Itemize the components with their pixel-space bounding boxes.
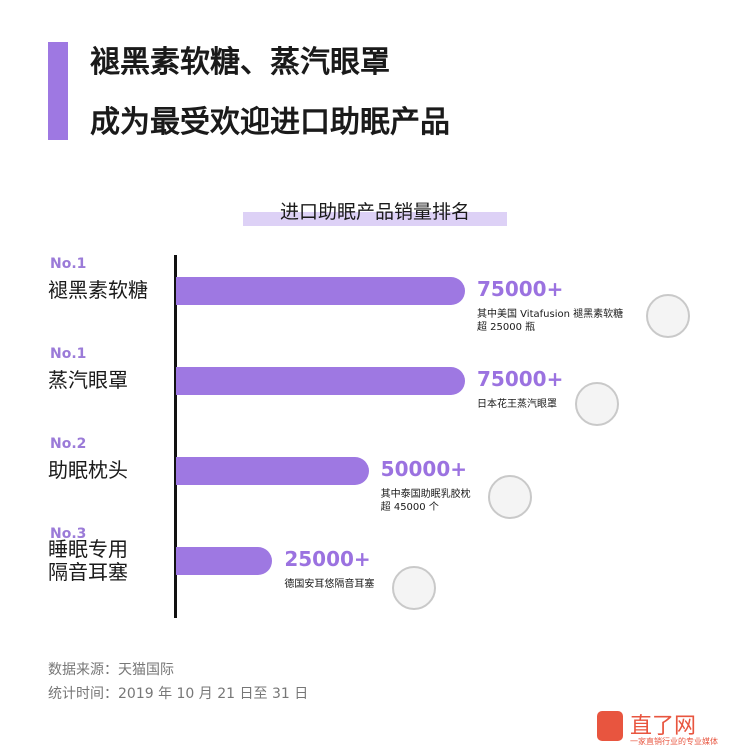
source: 数据来源：天猫国际 [48, 662, 174, 678]
bar [176, 277, 465, 305]
note: 德国安耳悠隔音耳塞 [284, 579, 375, 590]
category-label: 助眠枕头 [48, 458, 128, 482]
axis-line [174, 255, 177, 618]
bar [176, 547, 273, 575]
period: 统计时间：2019 年 10 月 21 日至 31 日 [48, 686, 309, 702]
bar [176, 367, 465, 395]
product-icon [392, 566, 437, 610]
note: 其中泰国助眠乳胶枕 超 45000 个 [380, 489, 471, 513]
rank: No.2 [50, 436, 87, 452]
chart-title: 进口助眠产品销量排名 [279, 201, 470, 223]
value-label: 75000+ [477, 277, 564, 301]
title-accent [48, 42, 68, 140]
category-label: 蒸汽眼罩 [48, 368, 128, 392]
bar [176, 457, 369, 485]
tagline: 一家直销行业的专业媒体 [630, 737, 718, 746]
category-label: 睡眠专用 隔音耳塞 [48, 537, 128, 584]
value-label: 50000+ [380, 457, 467, 481]
value-label: 25000+ [284, 547, 371, 571]
chart-title-underline [243, 212, 507, 226]
note: 日本花王蒸汽眼罩 [477, 399, 557, 410]
title-line: 褪黑素软糖、蒸汽眼罩 [90, 45, 390, 80]
logo-icon [597, 711, 623, 741]
product-icon [646, 294, 690, 338]
value-label: 75000+ [477, 367, 564, 391]
rank: No.1 [50, 346, 87, 362]
category-label: 褪黑素软糖 [48, 278, 148, 302]
title-line: 成为最受欢迎进口助眠产品 [90, 105, 450, 140]
rank: No.3 [50, 526, 87, 542]
note: 其中美国 Vitafusion 褪黑素软糖 超 25000 瓶 [477, 309, 624, 333]
rank: No.1 [50, 256, 87, 272]
product-icon [487, 475, 532, 519]
logo: 直了网 [630, 714, 697, 739]
product-icon [575, 382, 619, 426]
